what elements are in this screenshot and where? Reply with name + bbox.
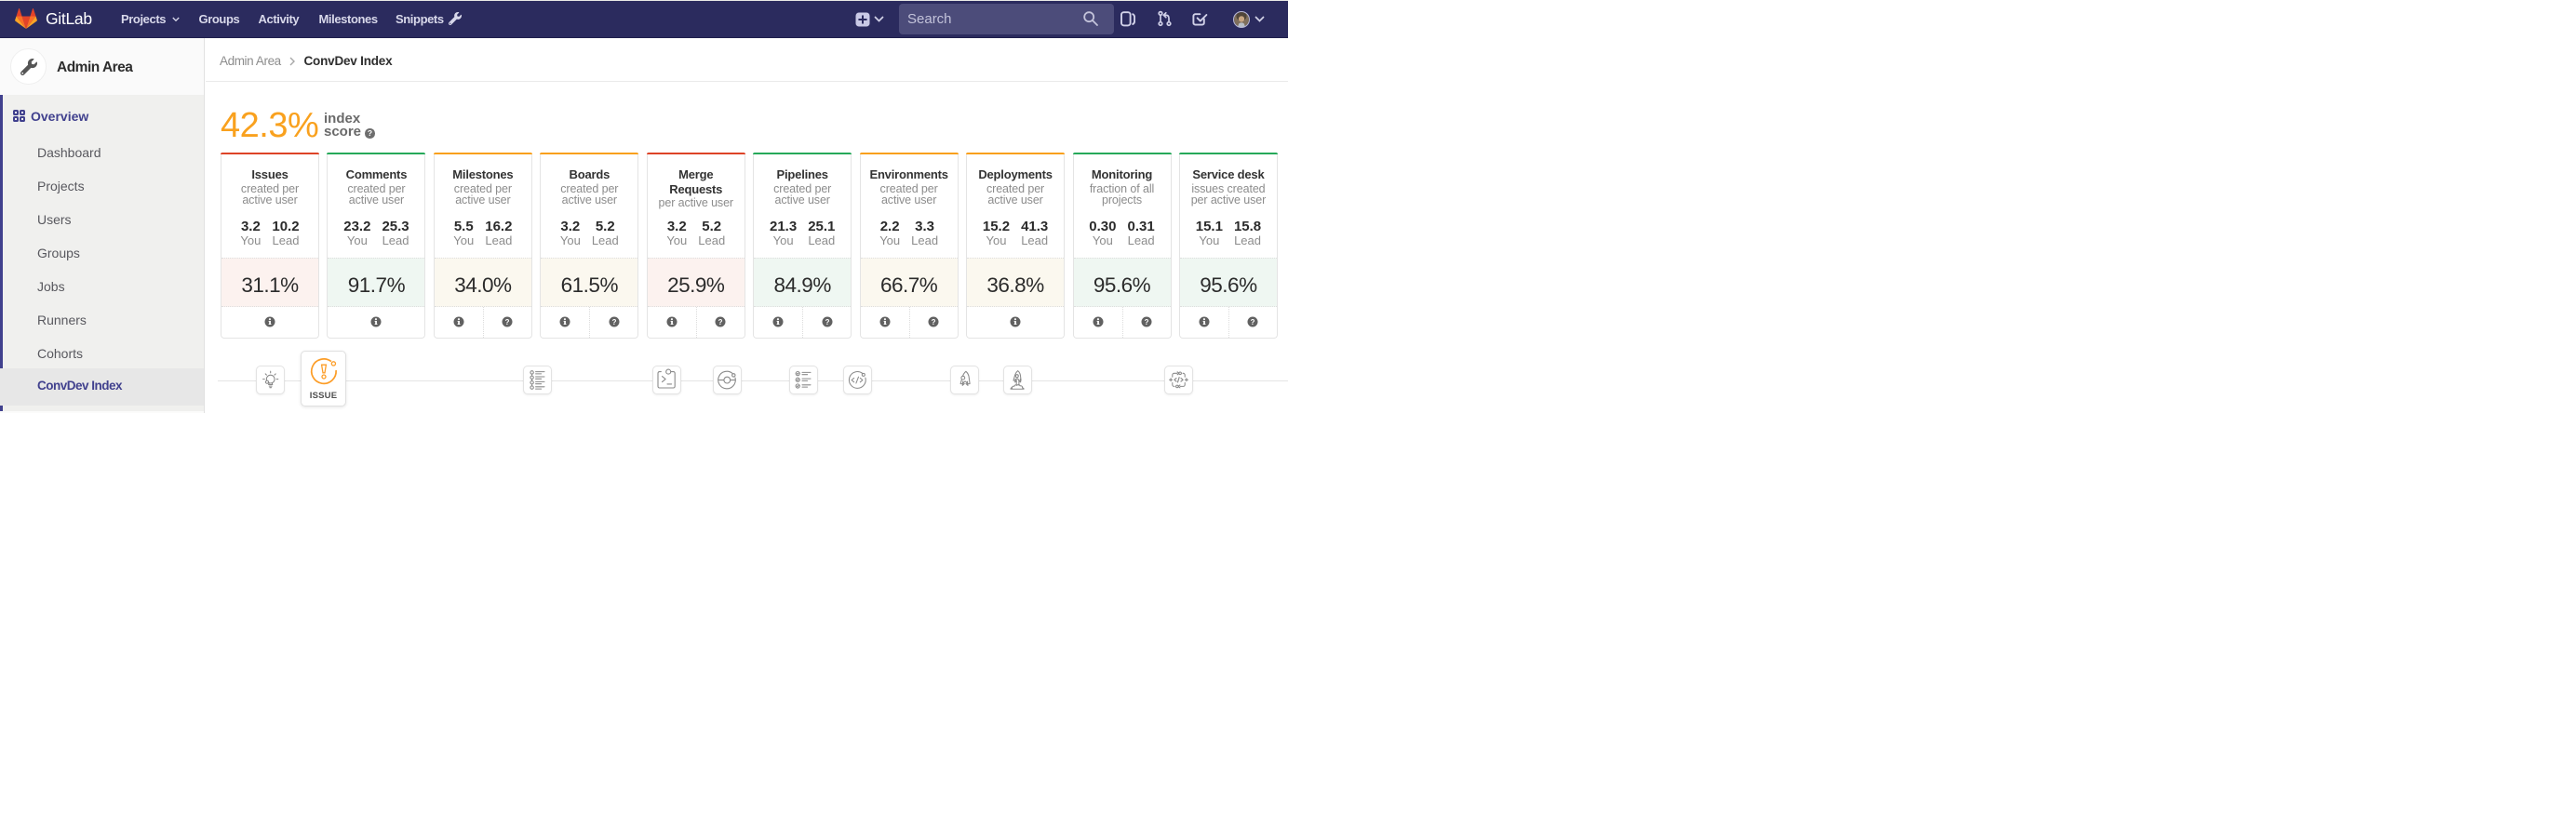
- svg-text:?: ?: [505, 317, 510, 326]
- svg-text:?: ?: [1251, 317, 1255, 326]
- svg-text:?: ?: [932, 317, 936, 326]
- svg-text:?: ?: [1145, 317, 1149, 326]
- svg-text:?: ?: [825, 317, 829, 326]
- svg-text:?: ?: [611, 317, 616, 326]
- svg-text:?: ?: [718, 317, 723, 326]
